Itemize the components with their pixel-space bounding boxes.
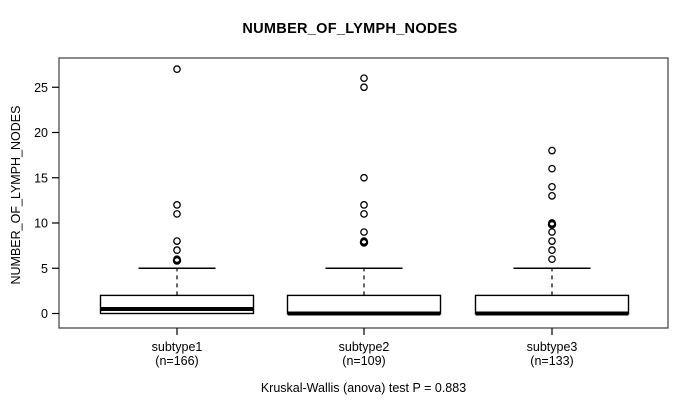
outlier-point [360,74,368,83]
y-tick-label: 25 [34,81,48,95]
outlier-point [359,238,369,247]
group-n-label-subtype3: (n=133) [530,354,573,368]
group-label-subtype1: subtype1 [152,340,203,354]
plot-frame [58,57,669,329]
boxplot-box-subtype3 [474,294,630,315]
outlier-point [548,182,556,191]
outlier-point [548,255,556,264]
outlier-point [548,146,556,155]
outlier-point [173,65,181,74]
outlier-point [548,237,556,245]
group-label-subtype2: subtype2 [339,340,390,354]
outlier-point [360,228,368,236]
y-tick-label: 0 [41,307,48,321]
outlier-point [173,210,181,218]
outlier-point [360,210,368,218]
statistical-test-caption: Kruskal-Wallis (anova) test P = 0.883 [260,381,467,395]
outlier-point [548,228,556,236]
group-label-subtype3: subtype3 [527,340,578,354]
y-tick-label: 15 [34,171,48,185]
outlier-point [172,256,182,265]
outlier-point [360,173,368,182]
y-tick-label: 5 [41,262,48,276]
outlier-point [548,164,556,173]
group-n-label-subtype1: (n=166) [155,354,198,368]
outlier-point [360,201,368,209]
y-tick-label: 10 [34,217,48,231]
outlier-point [173,201,181,209]
outlier-point [547,220,557,229]
outlier-point [548,246,556,254]
chart-title: NUMBER_OF_LYMPH_NODES [242,21,458,37]
outlier-point [173,237,181,245]
group-n-label-subtype2: (n=109) [342,354,385,368]
outlier-point [173,246,181,254]
boxplot-box-subtype2 [286,294,442,315]
y-tick-label: 20 [34,126,48,140]
outlier-point [360,83,368,92]
outlier-point [548,192,556,200]
